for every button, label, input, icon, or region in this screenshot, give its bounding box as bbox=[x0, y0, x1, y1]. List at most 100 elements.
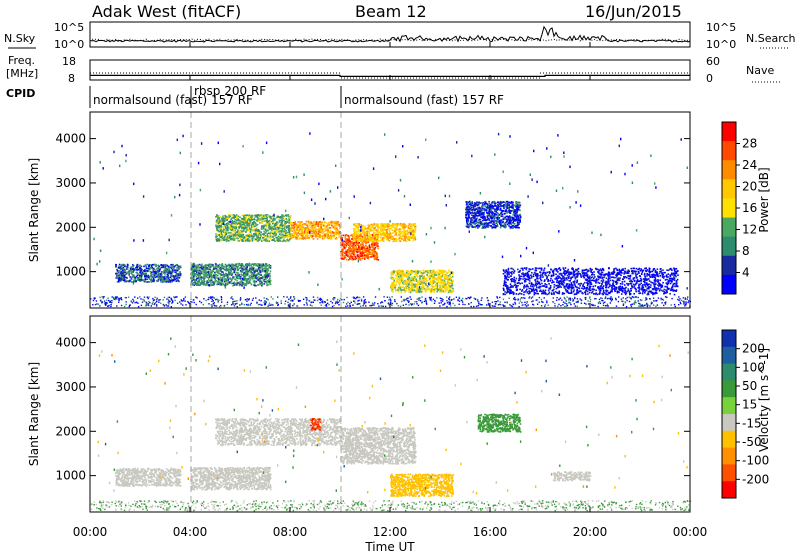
scatter-cell bbox=[360, 254, 362, 256]
scatter-cell bbox=[196, 284, 198, 286]
scatter-cell bbox=[283, 218, 286, 220]
scatter-cell bbox=[437, 272, 439, 275]
scatter-cell bbox=[122, 268, 124, 270]
freq-label-line1: Freq. bbox=[8, 54, 35, 67]
scatter-cell bbox=[327, 223, 330, 225]
scatter-cell bbox=[155, 270, 157, 273]
scatter-cell bbox=[377, 247, 379, 250]
scatter-cell bbox=[295, 232, 297, 234]
scatter-cell bbox=[307, 231, 309, 234]
freq-ytick-bottom-right: 0 bbox=[706, 72, 713, 85]
scatter-cell bbox=[143, 280, 146, 283]
scatter-cell bbox=[242, 282, 244, 284]
scatter-cell bbox=[237, 269, 239, 271]
scatter-cell bbox=[312, 223, 314, 225]
scatter-cell bbox=[232, 226, 235, 229]
scatter-cell bbox=[293, 229, 296, 231]
scatter-cell bbox=[248, 275, 251, 278]
scatter-cell bbox=[139, 269, 142, 272]
scatter-cell bbox=[249, 227, 251, 230]
scatter-cell bbox=[119, 277, 121, 279]
scatter-cell bbox=[148, 267, 150, 270]
scatter-cell bbox=[230, 263, 233, 266]
scatter-cell bbox=[154, 263, 157, 266]
scatter-cell bbox=[259, 236, 261, 239]
scatter-cell bbox=[311, 232, 313, 235]
scatter-cell bbox=[125, 276, 127, 279]
scatter-cell bbox=[198, 272, 200, 274]
scatter-cell bbox=[205, 282, 208, 285]
scatter-cell bbox=[165, 281, 168, 283]
scatter-cell bbox=[395, 228, 397, 231]
scatter-cell bbox=[361, 238, 364, 240]
scatter-cell bbox=[247, 229, 250, 231]
scatter-cell bbox=[373, 235, 375, 237]
scatter-cell bbox=[362, 244, 365, 247]
scatter-cell bbox=[219, 267, 221, 270]
scatter-cell bbox=[123, 277, 125, 279]
scatter-cell bbox=[122, 269, 124, 272]
scatter-cell bbox=[259, 280, 261, 283]
scatter-cell bbox=[266, 239, 268, 242]
scatter-cell bbox=[269, 267, 272, 269]
scatter-cell bbox=[222, 283, 225, 286]
scatter-cell bbox=[192, 269, 194, 271]
scatter-cell bbox=[244, 279, 246, 282]
scatter-cell bbox=[240, 271, 243, 273]
scatter-cell bbox=[231, 272, 234, 274]
scatter-cell bbox=[230, 271, 232, 273]
scatter-cell bbox=[248, 281, 251, 283]
scatter-cell bbox=[174, 265, 177, 267]
scatter-cell bbox=[254, 284, 256, 287]
scatter-cell bbox=[126, 265, 129, 267]
scatter-cell bbox=[152, 276, 155, 278]
scatter-cell bbox=[258, 264, 261, 267]
scatter-cell bbox=[206, 280, 209, 282]
scatter-cell bbox=[178, 277, 181, 279]
scatter-cell bbox=[251, 219, 254, 221]
scatter-cell bbox=[332, 221, 335, 223]
scatter-cell bbox=[246, 226, 248, 229]
scatter-cell bbox=[138, 275, 141, 277]
scatter-cell bbox=[321, 232, 324, 235]
scatter-cell bbox=[360, 233, 362, 236]
scatter-cell bbox=[216, 234, 219, 236]
scatter-cell bbox=[233, 229, 236, 231]
scatter-cell bbox=[211, 276, 213, 279]
scatter-cell bbox=[252, 272, 254, 275]
scatter-cell bbox=[324, 230, 326, 233]
scatter-cell bbox=[250, 233, 252, 235]
cpid-segment-2: rbsp 200 RF bbox=[194, 84, 266, 98]
scatter-cell bbox=[257, 284, 259, 286]
scatter-cell bbox=[284, 214, 286, 217]
scatter-cell bbox=[276, 236, 279, 239]
scatter-cell bbox=[307, 227, 310, 230]
scatter-cell bbox=[232, 282, 234, 285]
scatter-cell bbox=[220, 264, 223, 266]
scatter-cell bbox=[365, 251, 367, 253]
scatter-cell bbox=[266, 283, 269, 286]
scatter-cell bbox=[158, 265, 160, 268]
scatter-cell bbox=[248, 264, 251, 267]
scatter-cell bbox=[428, 289, 430, 291]
scatter-cell bbox=[167, 270, 169, 272]
scatter-cell bbox=[312, 238, 315, 240]
scatter-cell bbox=[250, 225, 253, 228]
scatter-cell bbox=[251, 271, 253, 274]
scatter-cell bbox=[140, 268, 142, 270]
scatter-cell bbox=[308, 236, 310, 239]
scatter-cell bbox=[205, 284, 208, 286]
scatter-cell bbox=[250, 270, 252, 273]
scatter-cell bbox=[130, 278, 133, 280]
scatter-cell bbox=[406, 282, 408, 285]
scatter-cell bbox=[210, 265, 213, 267]
scatter-cell bbox=[251, 230, 253, 232]
scatter-cell bbox=[192, 262, 195, 265]
scatter-cell bbox=[264, 265, 266, 268]
scatter-cell bbox=[198, 270, 200, 273]
scatter-cell bbox=[266, 223, 268, 225]
scatter-cell bbox=[126, 277, 128, 279]
scatter-cell bbox=[196, 266, 198, 269]
scatter-cell bbox=[422, 269, 425, 272]
scatter-cell bbox=[265, 262, 268, 265]
